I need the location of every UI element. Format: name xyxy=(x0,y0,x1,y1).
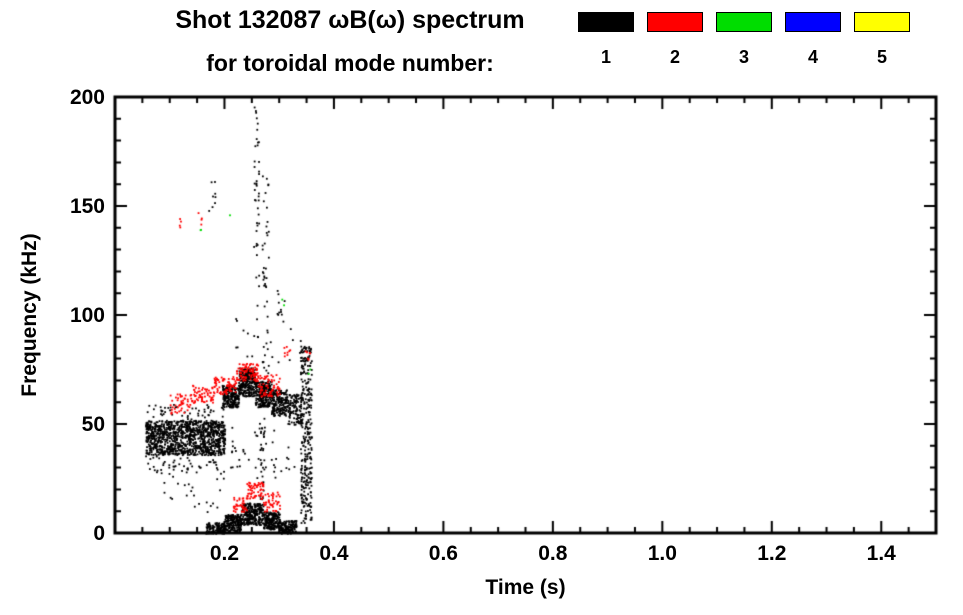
x-axis-title: Time (s) xyxy=(485,576,566,599)
legend-item: 1 xyxy=(578,12,634,68)
legend-label: 1 xyxy=(600,47,611,67)
page-title: Shot 132087 ωB(ω) spectrum xyxy=(175,6,525,34)
legend-label: 5 xyxy=(876,47,887,67)
legend-swatch xyxy=(578,12,634,32)
legend: 1 2 3 4 5 xyxy=(578,12,910,68)
legend-swatch xyxy=(716,12,772,32)
legend-label: 2 xyxy=(669,47,680,67)
legend-label: 4 xyxy=(807,47,818,67)
legend-swatch xyxy=(647,12,703,32)
y-axis-title: Frequency (kHz) xyxy=(18,233,41,397)
legend-item: 4 xyxy=(785,12,841,68)
legend-swatch xyxy=(785,12,841,32)
subtitle-mode-number: for toroidal mode number: xyxy=(206,50,494,76)
legend-item: 2 xyxy=(647,12,703,68)
legend-label: 3 xyxy=(738,47,749,67)
legend-swatch xyxy=(854,12,910,32)
legend-item: 3 xyxy=(716,12,772,68)
legend-item: 5 xyxy=(854,12,910,68)
